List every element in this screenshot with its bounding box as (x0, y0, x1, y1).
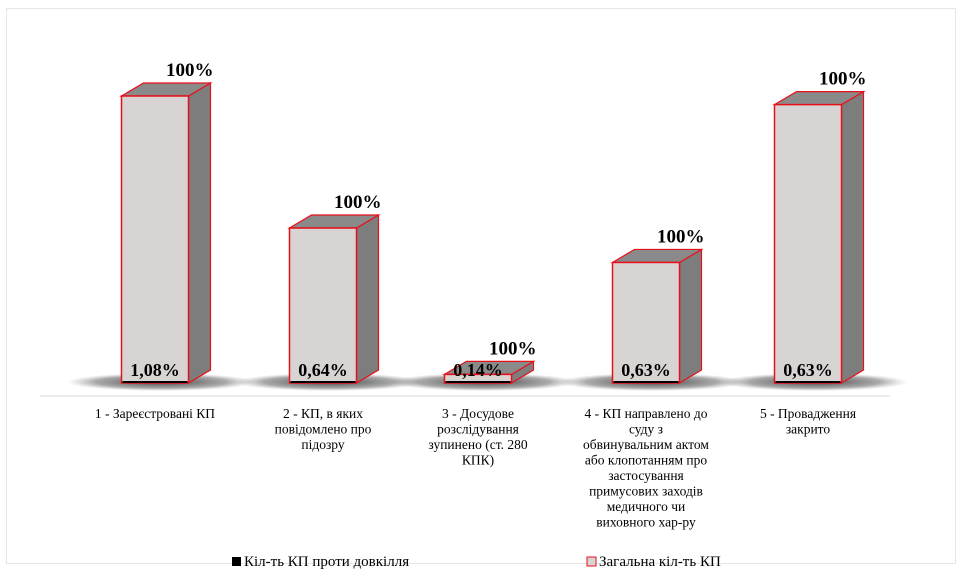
bar-group-3: 0,14%100% (390, 338, 578, 391)
category-label-line: 3 - Досудове (442, 406, 514, 421)
category-label-line: підозру (301, 437, 344, 452)
data-label-total: 100% (166, 60, 214, 81)
bar-group-2: 0,64% 100% (235, 192, 423, 391)
data-label-total: 100% (819, 69, 867, 90)
bar-environment (122, 381, 188, 383)
data-label-environment: 0,14% (453, 360, 503, 380)
bar-side (840, 90, 865, 385)
data-label-environment: 0,63% (621, 360, 671, 380)
data-label-environment: 0,64% (298, 360, 348, 380)
legend: Кіл-ть КП проти довкілля Загальна кіл-ть… (232, 554, 721, 569)
category-label-line: 4 - КП направлено до (584, 406, 707, 421)
category-label-line: 5 - Провадження (760, 406, 856, 421)
data-label-total: 100% (489, 338, 537, 359)
category-labels: 1 - Зареєстровані КП 2 - КП, в яких повідо… (95, 406, 856, 530)
category-label-4: 4 - КП направлено до суду з обвинувальним … (583, 406, 709, 530)
category-label-5: 5 - Провадження закрито (760, 406, 856, 437)
data-label-total: 100% (657, 226, 705, 247)
category-label-line: зупинено (ст. 280 (428, 437, 527, 452)
bar-environment (290, 381, 356, 383)
bar-side (187, 81, 212, 385)
category-label-line: 2 - КП, в яких (283, 406, 363, 421)
bar-side (678, 248, 703, 385)
category-label-3: 3 - Досудове розслідування зупинено (ст. 2… (428, 406, 527, 468)
bars-layer: 1,08%100%0,64%100%0,14%100%0,63%100%0,63… (67, 60, 908, 391)
category-label-line: виховного хар-ру (596, 515, 696, 530)
category-label-line: медичного чи (607, 499, 686, 514)
category-label-2: 2 - КП, в яких повідомлено про підозру (275, 406, 372, 452)
legend-label-total: Загальна кіл-ть КП (599, 554, 721, 569)
bar-environment (613, 381, 679, 383)
bar-total (288, 227, 358, 384)
data-label-environment: 0,63% (783, 360, 833, 380)
bar-group-4: 0,63% 100% (558, 226, 746, 391)
bar-side (355, 213, 380, 385)
bar-total (611, 261, 681, 384)
category-label-line: суду з (629, 422, 663, 437)
legend-swatch-total (586, 556, 597, 567)
category-label-line: примусових заходів (589, 484, 703, 499)
bar-environment (775, 381, 841, 383)
legend-swatch-environment (232, 557, 241, 566)
data-label-total: 100% (334, 192, 382, 213)
category-label-line: закрито (786, 422, 831, 437)
category-label-line: 1 - Зареєстровані КП (95, 406, 215, 421)
category-label-line: обвинувальним актом (583, 437, 709, 452)
category-label-1: 1 - Зареєстровані КП (95, 406, 215, 421)
bar-group-1: 1,08% 100% (67, 60, 255, 391)
bar-total (120, 95, 190, 384)
legend-label-environment: Кіл-ть КП проти довкілля (244, 554, 409, 569)
chart-frame (6, 8, 956, 564)
category-label-line: застосування (608, 468, 684, 483)
category-label-line: розслідування (437, 422, 519, 437)
bar-total (773, 103, 843, 384)
category-label-line: або клопотанням про (585, 453, 707, 468)
bar-environment (445, 381, 511, 383)
category-label-line: КПК) (462, 453, 494, 468)
data-label-environment: 1,08% (130, 360, 180, 380)
bar-group-5: 0,63% 100% (720, 69, 908, 391)
category-label-line: повідомлено про (275, 422, 372, 437)
